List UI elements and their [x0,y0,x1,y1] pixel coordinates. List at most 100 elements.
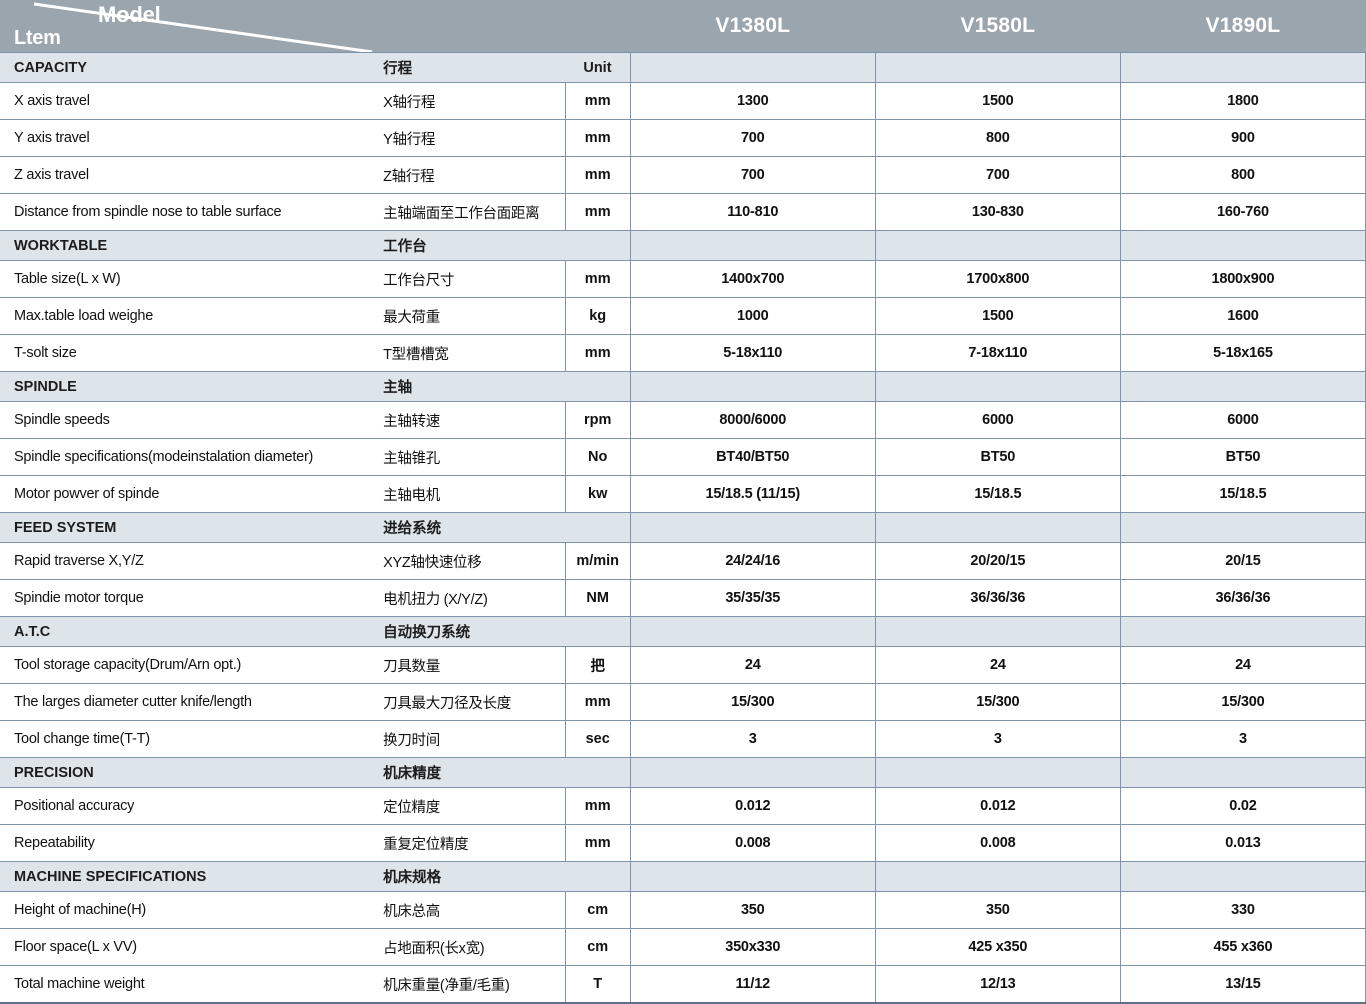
section-spacer-cell [629,512,876,543]
spec-name-en: Max.table load weighe [0,297,376,335]
section-spacer-cell [629,861,876,892]
spec-name-cn: 重复定位精度 [375,824,566,862]
spec-name-cn: 最大荷重 [375,297,566,335]
spec-name-cn: Z轴行程 [375,156,566,194]
section-unit-label [565,512,631,543]
spec-name-en: Tool storage capacity(Drum/Arn opt.) [0,646,376,684]
spec-value-model-1: 5-18x110 [630,334,876,372]
section-title-cn: 工作台 [375,230,566,261]
spec-value-model-2: 12/13 [874,965,1121,1004]
spec-value-model-2: 1500 [874,297,1121,335]
section-title-en: FEED SYSTEM [0,512,376,543]
spec-value-model-1: 350 [630,891,876,929]
table-row: Table size(L x W) 工作台尺寸 mm 1400x700 1700x800… [0,260,1366,298]
spec-unit: mm [564,193,631,231]
spec-value-model-2: 24 [874,646,1121,684]
spec-unit: 把 [564,646,631,684]
table-row: Distance from spindle nose to table surf… [0,193,1366,231]
section-spacer-cell [874,861,1121,892]
section-header-row: CAPACITY 行程 Unit [0,52,1366,83]
spec-value-model-1: 0.008 [630,824,876,862]
model-column-header-2: V1580L [875,0,1121,53]
spec-name-cn: 机床总高 [375,891,566,929]
spec-name-cn: 主轴锥孔 [375,438,566,476]
spec-value-model-3: 24 [1119,646,1366,684]
spec-unit: cm [564,928,631,966]
section-title-en: PRECISION [0,757,376,788]
spec-name-en: Height of machine(H) [0,891,376,929]
spec-value-model-1: 700 [630,119,876,157]
section-spacer-cell [1119,52,1366,83]
spec-value-model-2: 350 [874,891,1121,929]
section-spacer-cell [1119,371,1366,402]
spec-value-model-3: 455 x360 [1119,928,1366,966]
table-row: Y axis travel Y轴行程 mm 700 800 900 [0,119,1366,157]
spec-value-model-1: 24/24/16 [630,542,876,580]
section-title-cn: 进给系统 [375,512,566,543]
spec-value-model-3: 5-18x165 [1119,334,1366,372]
spec-value-model-1: BT40/BT50 [630,438,876,476]
table-row: The larges diameter cutter knife/length 刀… [0,683,1366,721]
spec-name-cn: T型槽槽宽 [375,334,566,372]
section-spacer-cell [1119,861,1366,892]
spec-name-cn: 占地面积(长x宽) [375,928,566,966]
spec-value-model-2: 36/36/36 [874,579,1121,617]
spec-value-model-1: 1000 [630,297,876,335]
spec-value-model-2: 800 [874,119,1121,157]
spec-name-cn: 工作台尺寸 [375,260,566,298]
model-column-header-3: V1890L [1120,0,1366,53]
section-spacer-cell [629,616,876,647]
spec-value-model-3: 20/15 [1119,542,1366,580]
section-spacer-cell [1119,757,1366,788]
spec-name-cn: 定位精度 [375,787,566,825]
table-row: Max.table load weighe 最大荷重 kg 1000 1500 1600 [0,297,1366,335]
spec-value-model-1: 15/300 [630,683,876,721]
spec-name-en: T-solt size [0,334,376,372]
corner-split-header: Model Ltem [0,0,631,52]
table-row: Repeatability 重复定位精度 mm 0.008 0.008 0.013 [0,824,1366,862]
section-header-row: FEED SYSTEM 进给系统 [0,512,1366,543]
diagonal-divider-icon [33,2,373,52]
section-spacer-cell [629,757,876,788]
spec-value-model-1: 11/12 [630,965,876,1004]
corner-model-label: Model [98,2,161,27]
section-spacer-cell [874,512,1121,543]
spec-value-model-2: BT50 [874,438,1121,476]
spec-name-en: Spindle speeds [0,401,376,439]
section-spacer-cell [874,230,1121,261]
spec-name-en: Floor space(L x VV) [0,928,376,966]
section-title-cn: 主轴 [375,371,566,402]
section-title-en: WORKTABLE [0,230,376,261]
table-row: Spindie motor torque 电机扭力 (X/Y/Z) NM 35/35/… [0,579,1366,617]
spec-value-model-2: 700 [874,156,1121,194]
section-unit-label [565,861,631,892]
model-column-header-1: V1380L [630,0,876,53]
section-spacer-cell [629,371,876,402]
spec-value-model-3: 15/18.5 [1119,475,1366,513]
section-spacer-cell [874,757,1121,788]
section-spacer-cell [1119,616,1366,647]
section-header-row: MACHINE SPECIFICATIONS 机床规格 [0,861,1366,892]
section-title-en: CAPACITY [0,52,376,83]
spec-value-model-3: 1600 [1119,297,1366,335]
spec-value-model-3: BT50 [1119,438,1366,476]
section-spacer-cell [1119,230,1366,261]
spec-value-model-2: 0.012 [874,787,1121,825]
section-title-cn: 机床精度 [375,757,566,788]
spec-value-model-2: 1700x800 [874,260,1121,298]
spec-value-model-2: 1500 [874,82,1121,120]
section-spacer-cell [1119,512,1366,543]
spec-value-model-1: 24 [630,646,876,684]
table-row: Tool storage capacity(Drum/Arn opt.) 刀具数量… [0,646,1366,684]
spec-unit: mm [564,156,631,194]
spec-value-model-3: 1800x900 [1119,260,1366,298]
spec-value-model-3: 13/15 [1119,965,1366,1004]
section-unit-label [565,371,631,402]
spec-value-model-1: 1400x700 [630,260,876,298]
spec-value-model-2: 3 [874,720,1121,758]
section-unit-label [565,230,631,261]
spec-value-model-1: 35/35/35 [630,579,876,617]
spec-name-en: Spindle specifications(modeinstalation d… [0,438,376,476]
